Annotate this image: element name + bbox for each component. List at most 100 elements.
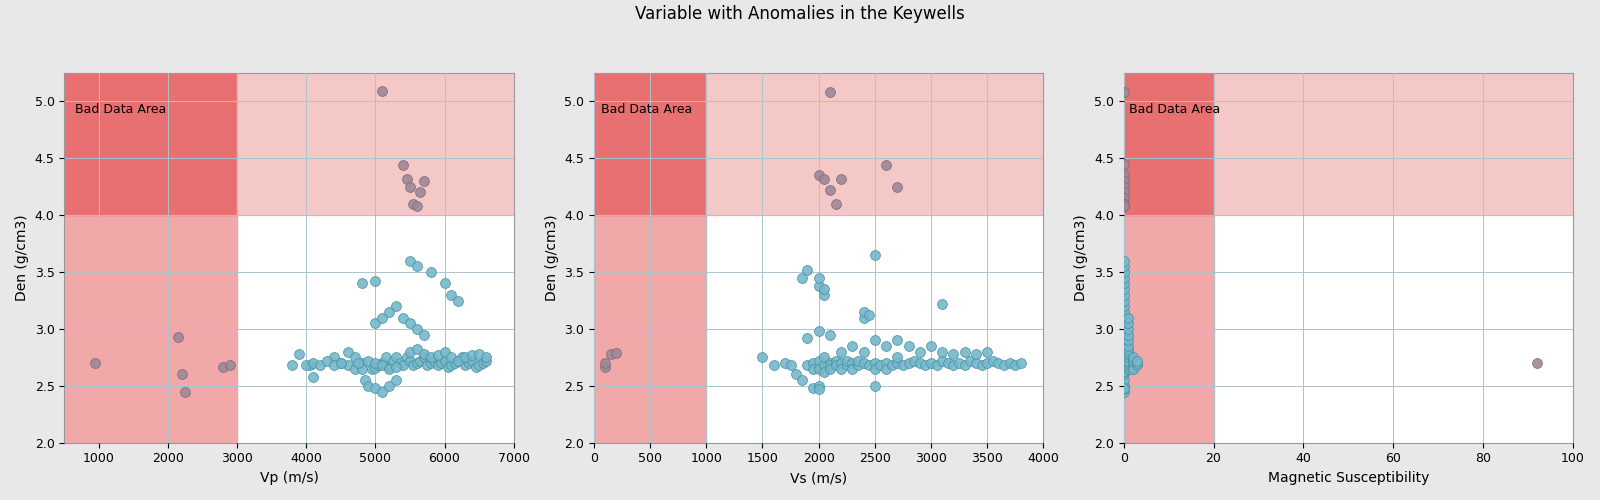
Point [840, 342, 866, 350]
Point [349, 365, 374, 373]
Y-axis label: Den (g/cm3): Den (g/cm3) [14, 214, 29, 301]
Point [1110, 367, 1136, 375]
Point [845, 357, 870, 365]
Point [811, 285, 837, 293]
Point [405, 202, 430, 210]
Point [1110, 376, 1136, 384]
Point [390, 161, 416, 169]
Point [1110, 388, 1136, 396]
Point [829, 365, 854, 373]
Point [1125, 357, 1150, 365]
Point [603, 349, 629, 357]
Point [373, 354, 398, 362]
Point [1110, 285, 1136, 293]
Point [1120, 362, 1146, 370]
Point [1115, 348, 1141, 356]
Point [1110, 346, 1136, 354]
Point [370, 87, 395, 95]
Point [298, 362, 323, 370]
Point [795, 266, 821, 274]
Point [1110, 330, 1136, 338]
Point [1110, 325, 1136, 333]
Bar [64, 215, 237, 442]
Point [1115, 362, 1141, 370]
Point [1110, 386, 1136, 394]
Point [334, 348, 360, 356]
X-axis label: Magnetic Susceptibility: Magnetic Susceptibility [1267, 471, 1429, 485]
Point [789, 376, 814, 384]
Point [1110, 354, 1136, 362]
Point [762, 362, 787, 370]
Point [806, 382, 832, 390]
Point [470, 359, 496, 367]
Point [1110, 160, 1136, 168]
Point [370, 388, 395, 396]
Point [1115, 365, 1141, 373]
Point [328, 359, 354, 367]
Point [459, 351, 485, 359]
Point [301, 372, 326, 380]
Point [856, 362, 882, 370]
Point [851, 359, 877, 367]
Point [912, 362, 938, 370]
Point [795, 334, 821, 342]
Point [874, 359, 899, 367]
Point [896, 342, 922, 350]
Point [1115, 362, 1141, 370]
Point [818, 359, 843, 367]
Point [466, 350, 491, 358]
Point [907, 359, 933, 367]
Point [474, 354, 499, 362]
Y-axis label: Den (g/cm3): Den (g/cm3) [1074, 214, 1088, 301]
Point [778, 362, 803, 370]
Point [1110, 320, 1136, 328]
Point [963, 350, 989, 358]
Point [286, 350, 312, 358]
Point [349, 280, 374, 287]
Point [411, 177, 437, 185]
Point [426, 362, 451, 370]
Point [811, 368, 837, 376]
Point [408, 188, 434, 196]
Point [453, 362, 478, 370]
Point [418, 354, 443, 362]
Point [1110, 274, 1136, 282]
Point [1110, 342, 1136, 350]
Point [370, 314, 395, 322]
Point [592, 362, 618, 370]
Point [363, 364, 389, 372]
Point [862, 382, 888, 390]
Point [885, 359, 910, 367]
Point [1115, 342, 1141, 350]
Point [840, 359, 866, 367]
Point [1110, 256, 1136, 264]
Point [829, 359, 854, 367]
Point [1120, 365, 1146, 373]
Point [165, 333, 190, 341]
Point [1110, 172, 1136, 179]
Point [1115, 314, 1141, 322]
Point [834, 357, 859, 365]
Bar [1123, 73, 1213, 215]
Point [957, 357, 982, 365]
Point [1110, 370, 1136, 378]
Point [411, 354, 437, 362]
Point [390, 362, 416, 370]
Point [322, 362, 347, 370]
Point [811, 291, 837, 299]
Point [1110, 365, 1136, 373]
Point [442, 359, 467, 367]
Point [397, 357, 422, 365]
Point [1110, 296, 1136, 304]
Point [1003, 362, 1029, 370]
Point [376, 308, 402, 316]
Point [1110, 188, 1136, 196]
Point [1115, 359, 1141, 367]
Point [829, 348, 854, 356]
Point [445, 357, 470, 365]
Point [450, 354, 475, 362]
Point [352, 376, 378, 384]
Point [358, 365, 384, 373]
Point [885, 336, 910, 344]
Point [397, 183, 422, 191]
